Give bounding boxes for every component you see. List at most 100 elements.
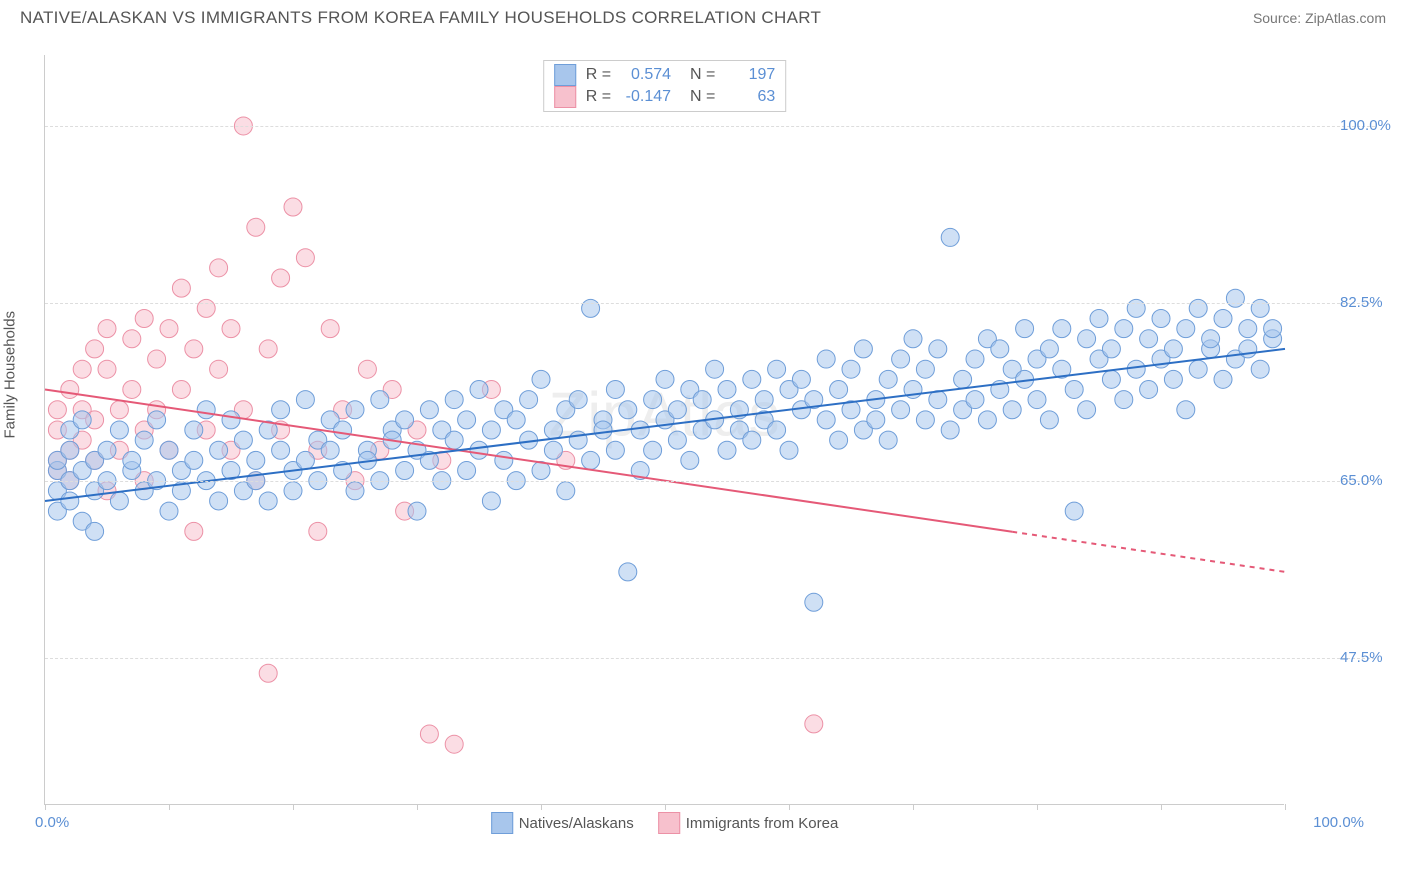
- data-point: [755, 391, 773, 409]
- data-point: [929, 340, 947, 358]
- data-point: [1164, 340, 1182, 358]
- swatch-blue-icon: [554, 64, 576, 86]
- legend-label-blue: Natives/Alaskans: [519, 815, 634, 832]
- data-point: [309, 522, 327, 540]
- stats-row-pink: R = -0.147 N = 63: [554, 86, 776, 108]
- data-point: [582, 451, 600, 469]
- data-point: [284, 198, 302, 216]
- data-point: [941, 228, 959, 246]
- data-point: [1140, 330, 1158, 348]
- data-point: [272, 441, 290, 459]
- data-point: [1065, 502, 1083, 520]
- gridline-h: [45, 481, 1375, 482]
- x-tick: [1037, 804, 1038, 810]
- gridline-h: [45, 658, 1375, 659]
- data-point: [768, 360, 786, 378]
- data-point: [1152, 310, 1170, 328]
- data-point: [1177, 320, 1195, 338]
- data-point: [61, 492, 79, 510]
- data-point: [123, 330, 141, 348]
- data-point: [817, 350, 835, 368]
- data-point: [867, 411, 885, 429]
- data-point: [296, 249, 314, 267]
- r-label: R =: [586, 66, 611, 84]
- data-point: [892, 401, 910, 419]
- data-point: [929, 391, 947, 409]
- data-point: [197, 299, 215, 317]
- data-point: [86, 522, 104, 540]
- y-axis-label: Family Households: [2, 311, 19, 439]
- data-point: [1214, 310, 1232, 328]
- data-point: [668, 431, 686, 449]
- data-point: [594, 421, 612, 439]
- data-point: [631, 421, 649, 439]
- y-tick-label: 65.0%: [1340, 472, 1383, 489]
- data-point: [445, 735, 463, 753]
- data-point: [185, 340, 203, 358]
- data-point: [693, 391, 711, 409]
- legend-item-blue: Natives/Alaskans: [491, 812, 634, 834]
- swatch-pink-icon: [658, 812, 680, 834]
- data-point: [1040, 411, 1058, 429]
- data-point: [334, 421, 352, 439]
- data-point: [780, 441, 798, 459]
- data-point: [520, 391, 538, 409]
- data-point: [606, 441, 624, 459]
- data-point: [420, 725, 438, 743]
- data-point: [61, 441, 79, 459]
- data-point: [718, 441, 736, 459]
- data-point: [210, 259, 228, 277]
- data-point: [644, 391, 662, 409]
- data-point: [966, 350, 984, 368]
- r-value-pink: -0.147: [621, 88, 671, 106]
- data-point: [86, 340, 104, 358]
- data-point: [210, 360, 228, 378]
- source-attribution: Source: ZipAtlas.com: [1253, 10, 1386, 26]
- data-point: [185, 421, 203, 439]
- data-point: [458, 462, 476, 480]
- data-point: [458, 411, 476, 429]
- data-point: [222, 320, 240, 338]
- data-point: [1127, 299, 1145, 317]
- data-point: [272, 269, 290, 287]
- data-point: [1016, 320, 1034, 338]
- data-point: [1140, 380, 1158, 398]
- data-point: [396, 411, 414, 429]
- data-point: [185, 451, 203, 469]
- x-tick: [665, 804, 666, 810]
- legend-item-pink: Immigrants from Korea: [658, 812, 839, 834]
- data-point: [148, 411, 166, 429]
- data-point: [148, 350, 166, 368]
- data-point: [358, 360, 376, 378]
- data-point: [1028, 391, 1046, 409]
- data-point: [420, 401, 438, 419]
- gridline-h: [45, 126, 1375, 127]
- data-point: [668, 401, 686, 419]
- data-point: [185, 522, 203, 540]
- n-value-blue: 197: [725, 66, 775, 84]
- data-point: [470, 380, 488, 398]
- data-point: [606, 380, 624, 398]
- data-point: [445, 391, 463, 409]
- data-point: [160, 502, 178, 520]
- data-point: [1177, 401, 1195, 419]
- data-point: [1003, 401, 1021, 419]
- x-tick: [1161, 804, 1162, 810]
- data-point: [247, 451, 265, 469]
- data-point: [172, 380, 190, 398]
- data-point: [48, 401, 66, 419]
- data-point: [1189, 360, 1207, 378]
- x-tick: [45, 804, 46, 810]
- data-point: [495, 451, 513, 469]
- r-label: R =: [586, 88, 611, 106]
- data-point: [408, 502, 426, 520]
- data-point: [1053, 320, 1071, 338]
- data-point: [991, 340, 1009, 358]
- data-point: [247, 218, 265, 236]
- swatch-blue-icon: [491, 812, 513, 834]
- data-point: [110, 421, 128, 439]
- data-point: [346, 401, 364, 419]
- data-point: [1065, 380, 1083, 398]
- data-point: [1102, 370, 1120, 388]
- data-point: [1214, 370, 1232, 388]
